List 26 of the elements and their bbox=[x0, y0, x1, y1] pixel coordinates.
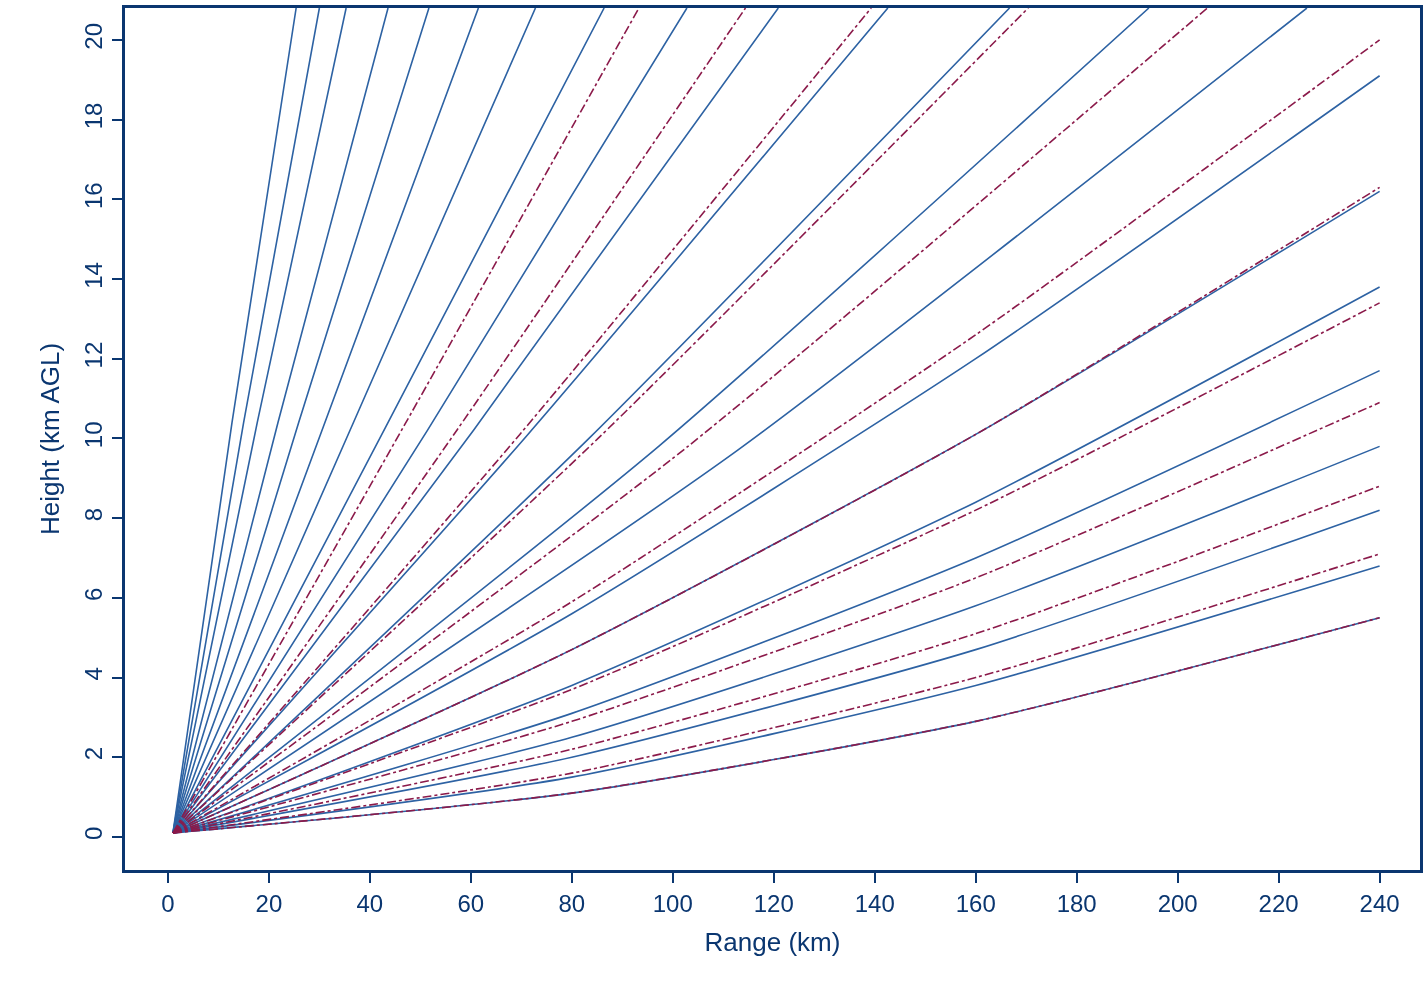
x-tick-label: 60 bbox=[457, 889, 485, 917]
x-tick-label: 200 bbox=[1157, 889, 1198, 917]
x-tick-label: 80 bbox=[558, 889, 586, 917]
y-tick-label: 10 bbox=[80, 421, 108, 449]
x-tick-label: 220 bbox=[1258, 889, 1299, 917]
x-tick-label: 100 bbox=[652, 889, 693, 917]
y-axis-title: Height (km AGL) bbox=[34, 342, 65, 536]
x-tick-label: 240 bbox=[1359, 889, 1400, 917]
x-tick-label: 120 bbox=[753, 889, 794, 917]
y-tick-label: 8 bbox=[80, 507, 108, 522]
y-tick-label: 6 bbox=[80, 587, 108, 601]
x-tick-label: 160 bbox=[955, 889, 996, 917]
x-tick-label: 0 bbox=[161, 889, 175, 917]
y-tick-label: 0 bbox=[80, 826, 108, 840]
y-tick-label: 4 bbox=[80, 667, 108, 681]
y-tick-label: 12 bbox=[80, 341, 108, 369]
x-tick-label: 140 bbox=[854, 889, 895, 917]
y-tick-label: 16 bbox=[80, 182, 108, 210]
y-tick-label: 2 bbox=[80, 746, 108, 761]
x-tick-label: 180 bbox=[1056, 889, 1097, 917]
y-tick-label: 14 bbox=[80, 262, 108, 289]
y-tick-label: 18 bbox=[80, 102, 108, 130]
x-tick-label: 20 bbox=[255, 889, 283, 917]
x-axis-title: Range (km) bbox=[704, 927, 841, 958]
x-tick-label: 40 bbox=[356, 889, 384, 917]
y-tick-label: 20 bbox=[80, 22, 108, 50]
